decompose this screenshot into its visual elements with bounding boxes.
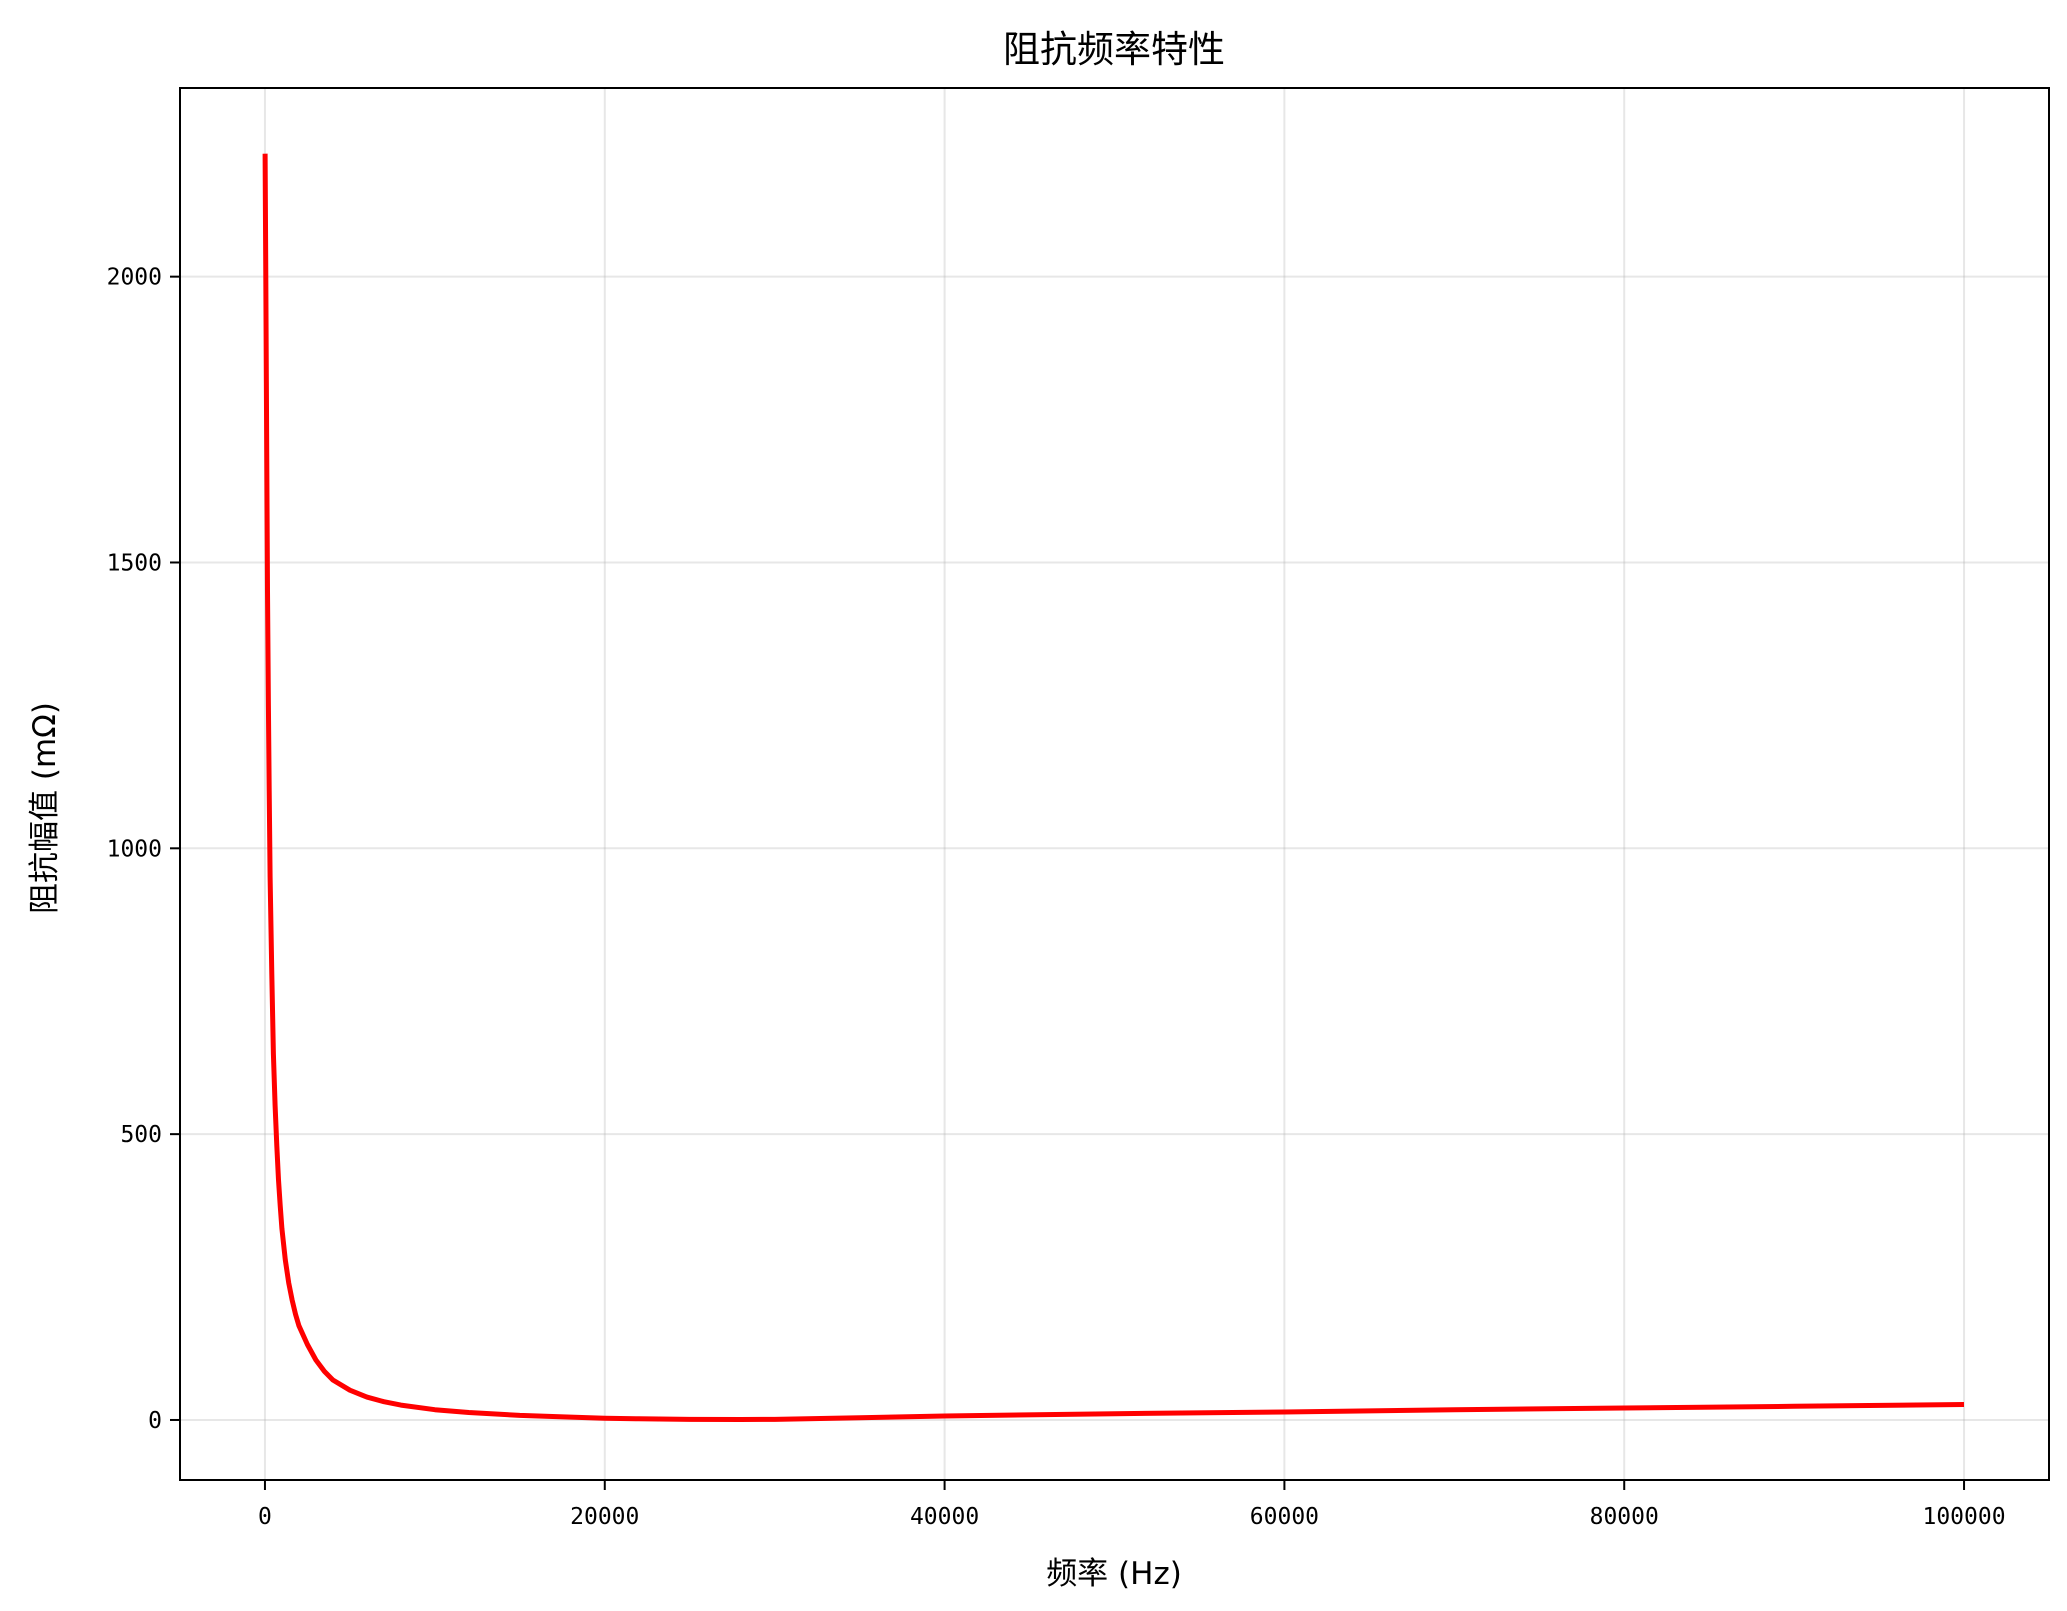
x-tick-label: 100000 — [1922, 1504, 2005, 1530]
y-tick-label: 0 — [148, 1408, 162, 1434]
series-layer — [262, 153, 1965, 1422]
x-axis-label: 频率 (Hz) — [1046, 1556, 1182, 1592]
x-tick-label: 60000 — [1250, 1504, 1319, 1530]
y-tick-label: 500 — [120, 1122, 162, 1148]
x-tick-label: 80000 — [1590, 1504, 1659, 1530]
x-tick-label: 40000 — [910, 1504, 979, 1530]
chart-title: 阻抗频率特性 — [1003, 28, 1225, 71]
y-tick-label: 2000 — [107, 265, 162, 291]
x-axis-ticks: 0 20000 40000 60000 80000 100000 — [258, 1480, 2006, 1530]
y-tick-label: 1000 — [107, 836, 162, 862]
x-tick-label: 0 — [258, 1504, 272, 1530]
x-tick-label: 20000 — [570, 1504, 639, 1530]
y-tick-label: 1500 — [107, 550, 162, 576]
impedance-series-line — [262, 153, 1965, 1422]
y-axis-ticks: 0 500 1000 1500 2000 — [107, 265, 180, 1434]
plot-area-frame — [179, 87, 2050, 1481]
y-axis-label: 阻抗幅值 (mΩ) — [27, 702, 63, 914]
grid — [180, 88, 2049, 1480]
